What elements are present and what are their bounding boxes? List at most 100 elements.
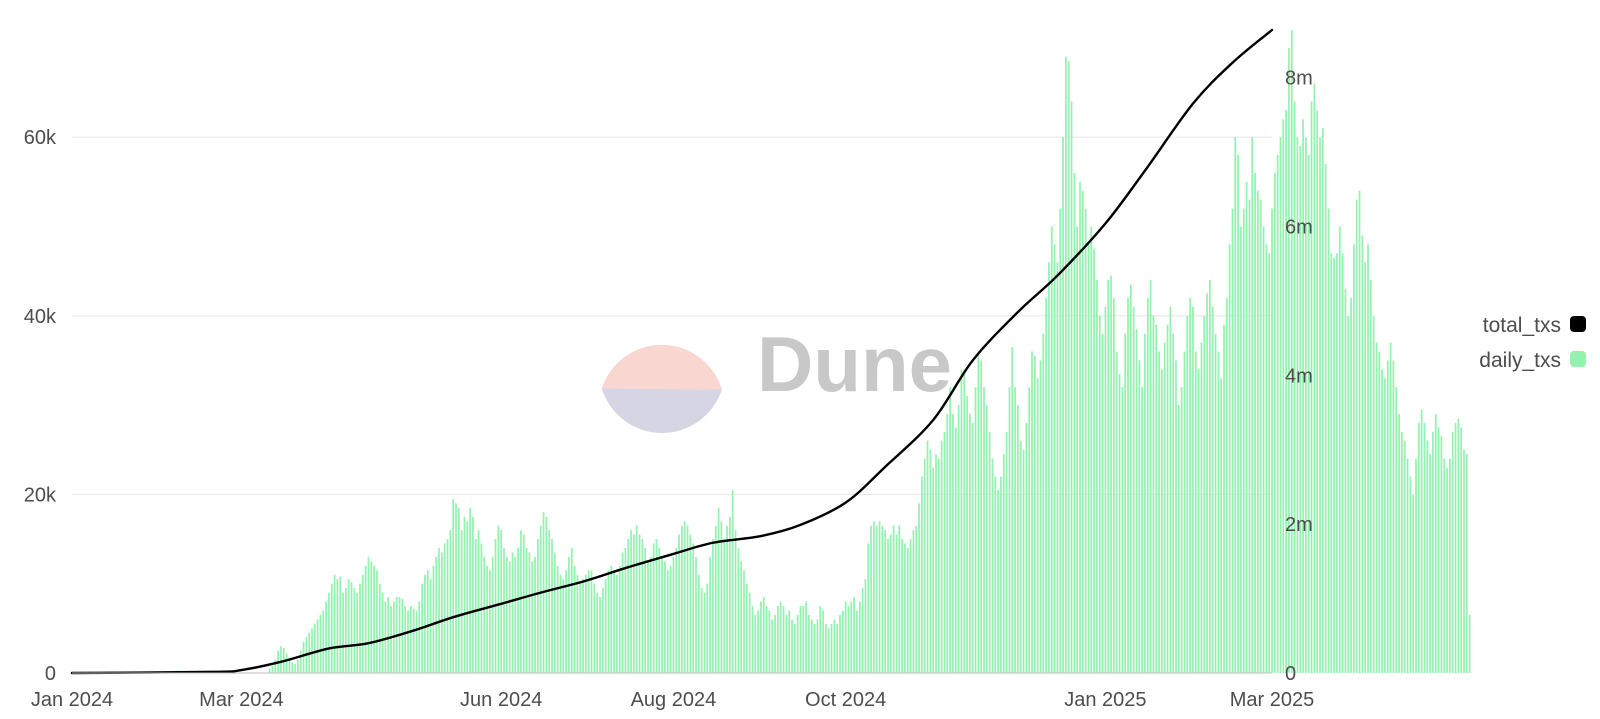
y-right-tick-label: 8m <box>1285 68 1313 90</box>
daily-txs-bar <box>1166 324 1169 673</box>
daily-txs-bar <box>633 534 635 673</box>
daily-txs-bar <box>856 610 858 673</box>
legend-item-daily-txs[interactable]: daily_txs <box>1479 349 1586 372</box>
daily-txs-bar <box>1299 146 1302 674</box>
daily-txs-bar <box>666 570 669 673</box>
daily-txs-bar <box>1457 418 1460 673</box>
legend-label-daily-txs: daily_txs <box>1479 349 1561 372</box>
legend-swatch-daily-txs <box>1570 351 1586 367</box>
daily-txs-bar <box>573 565 576 673</box>
watermark-text: Dune <box>757 320 952 408</box>
daily-txs-bar <box>551 539 553 673</box>
daily-txs-bar <box>658 547 661 673</box>
daily-txs-bar <box>678 534 680 673</box>
daily-txs-bar <box>1310 101 1313 673</box>
daily-txs-bar <box>1259 199 1262 673</box>
daily-txs-bar <box>712 539 714 673</box>
x-tick-label: Oct 2024 <box>805 689 886 711</box>
x-tick-label: Jan 2025 <box>1064 689 1146 711</box>
daily-txs-bar <box>1017 405 1019 673</box>
daily-txs-bar <box>1375 342 1378 673</box>
daily-txs-bar <box>483 556 486 673</box>
daily-txs-bar <box>918 503 920 673</box>
daily-txs-bar <box>627 539 630 673</box>
daily-txs-bar <box>1420 409 1423 673</box>
daily-txs-bar <box>477 530 480 673</box>
daily-txs-bar <box>359 583 361 673</box>
daily-txs-bar <box>280 646 282 673</box>
daily-txs-bar <box>330 583 333 673</box>
daily-txs-bar <box>294 664 296 673</box>
legend-item-total-txs[interactable]: total_txs <box>1483 314 1586 337</box>
daily-txs-bar <box>887 539 889 673</box>
daily-txs-bar <box>452 498 455 673</box>
daily-txs-bar <box>1248 199 1251 673</box>
daily-txs-bar <box>302 641 305 673</box>
daily-txs-bar <box>825 623 827 673</box>
daily-txs-bar <box>1183 351 1186 673</box>
daily-txs-bar <box>779 601 782 673</box>
daily-txs-bar <box>339 576 342 673</box>
daily-txs-bar <box>1113 297 1115 673</box>
daily-txs-bar <box>881 525 884 673</box>
daily-txs-bar <box>952 414 954 673</box>
daily-txs-bar <box>325 601 327 673</box>
daily-txs-bar <box>1045 297 1047 673</box>
daily-txs-bar <box>1296 137 1299 674</box>
daily-txs-bar <box>415 610 418 673</box>
daily-txs-bar <box>553 552 556 673</box>
daily-txs-bar <box>788 610 791 673</box>
daily-txs-bar <box>1276 155 1279 673</box>
daily-txs-bar <box>988 431 991 674</box>
daily-txs-bar <box>737 547 740 673</box>
daily-txs-bar <box>743 570 745 673</box>
daily-txs-bar <box>381 592 384 674</box>
daily-txs-bar <box>706 583 709 673</box>
daily-txs-bar <box>1062 137 1064 674</box>
daily-txs-bar <box>853 597 855 673</box>
total-txs-line <box>70 28 1274 675</box>
daily-txs-bar <box>1245 181 1248 673</box>
daily-txs-bar <box>957 405 960 673</box>
daily-txs-bar <box>1098 315 1101 673</box>
daily-txs-bar <box>596 592 599 674</box>
daily-txs-bar <box>878 521 881 673</box>
daily-txs-bar <box>675 547 678 673</box>
y-left-tick-label: 20k <box>24 484 57 506</box>
x-tick-label: Jun 2024 <box>460 689 542 711</box>
daily-txs-bar <box>1217 351 1220 673</box>
daily-txs-bar <box>384 601 387 673</box>
daily-txs-bar <box>491 556 494 673</box>
daily-txs-bar <box>1223 324 1225 673</box>
daily-txs-bar <box>1203 315 1206 673</box>
daily-txs-bar <box>288 659 291 673</box>
daily-txs-bar <box>342 592 344 674</box>
daily-txs-bar <box>562 579 565 673</box>
daily-txs-bar <box>1155 324 1158 673</box>
total-txs-line-group <box>70 28 1274 675</box>
daily-txs-bar <box>299 650 302 673</box>
daily-txs-bar <box>1008 387 1011 673</box>
daily-txs-bar <box>1002 454 1005 673</box>
daily-txs-bar <box>285 653 288 673</box>
daily-txs-bar <box>1460 427 1463 673</box>
daily-txs-bar <box>319 614 322 673</box>
daily-txs-bar <box>813 623 816 673</box>
daily-txs-bar <box>1209 280 1211 673</box>
daily-txs-bar <box>841 610 844 673</box>
daily-txs-bar <box>1031 351 1033 673</box>
y-right-tick-label: 0 <box>1285 663 1296 685</box>
daily-txs-bar <box>1449 458 1451 673</box>
daily-txs-bar <box>1401 431 1403 674</box>
daily-txs-bar <box>1132 306 1135 673</box>
daily-txs-bar <box>1059 208 1062 674</box>
daily-txs-bar <box>740 561 743 673</box>
daily-txs-bar <box>582 579 584 673</box>
daily-txs-bar <box>500 530 503 673</box>
daily-txs-bar <box>1192 306 1194 673</box>
daily-txs-bar <box>599 597 601 673</box>
daily-txs-bar <box>1386 360 1389 673</box>
legend-swatch-total-txs <box>1570 316 1586 332</box>
daily-txs-bar <box>1189 297 1191 673</box>
daily-txs-bar <box>438 547 440 673</box>
